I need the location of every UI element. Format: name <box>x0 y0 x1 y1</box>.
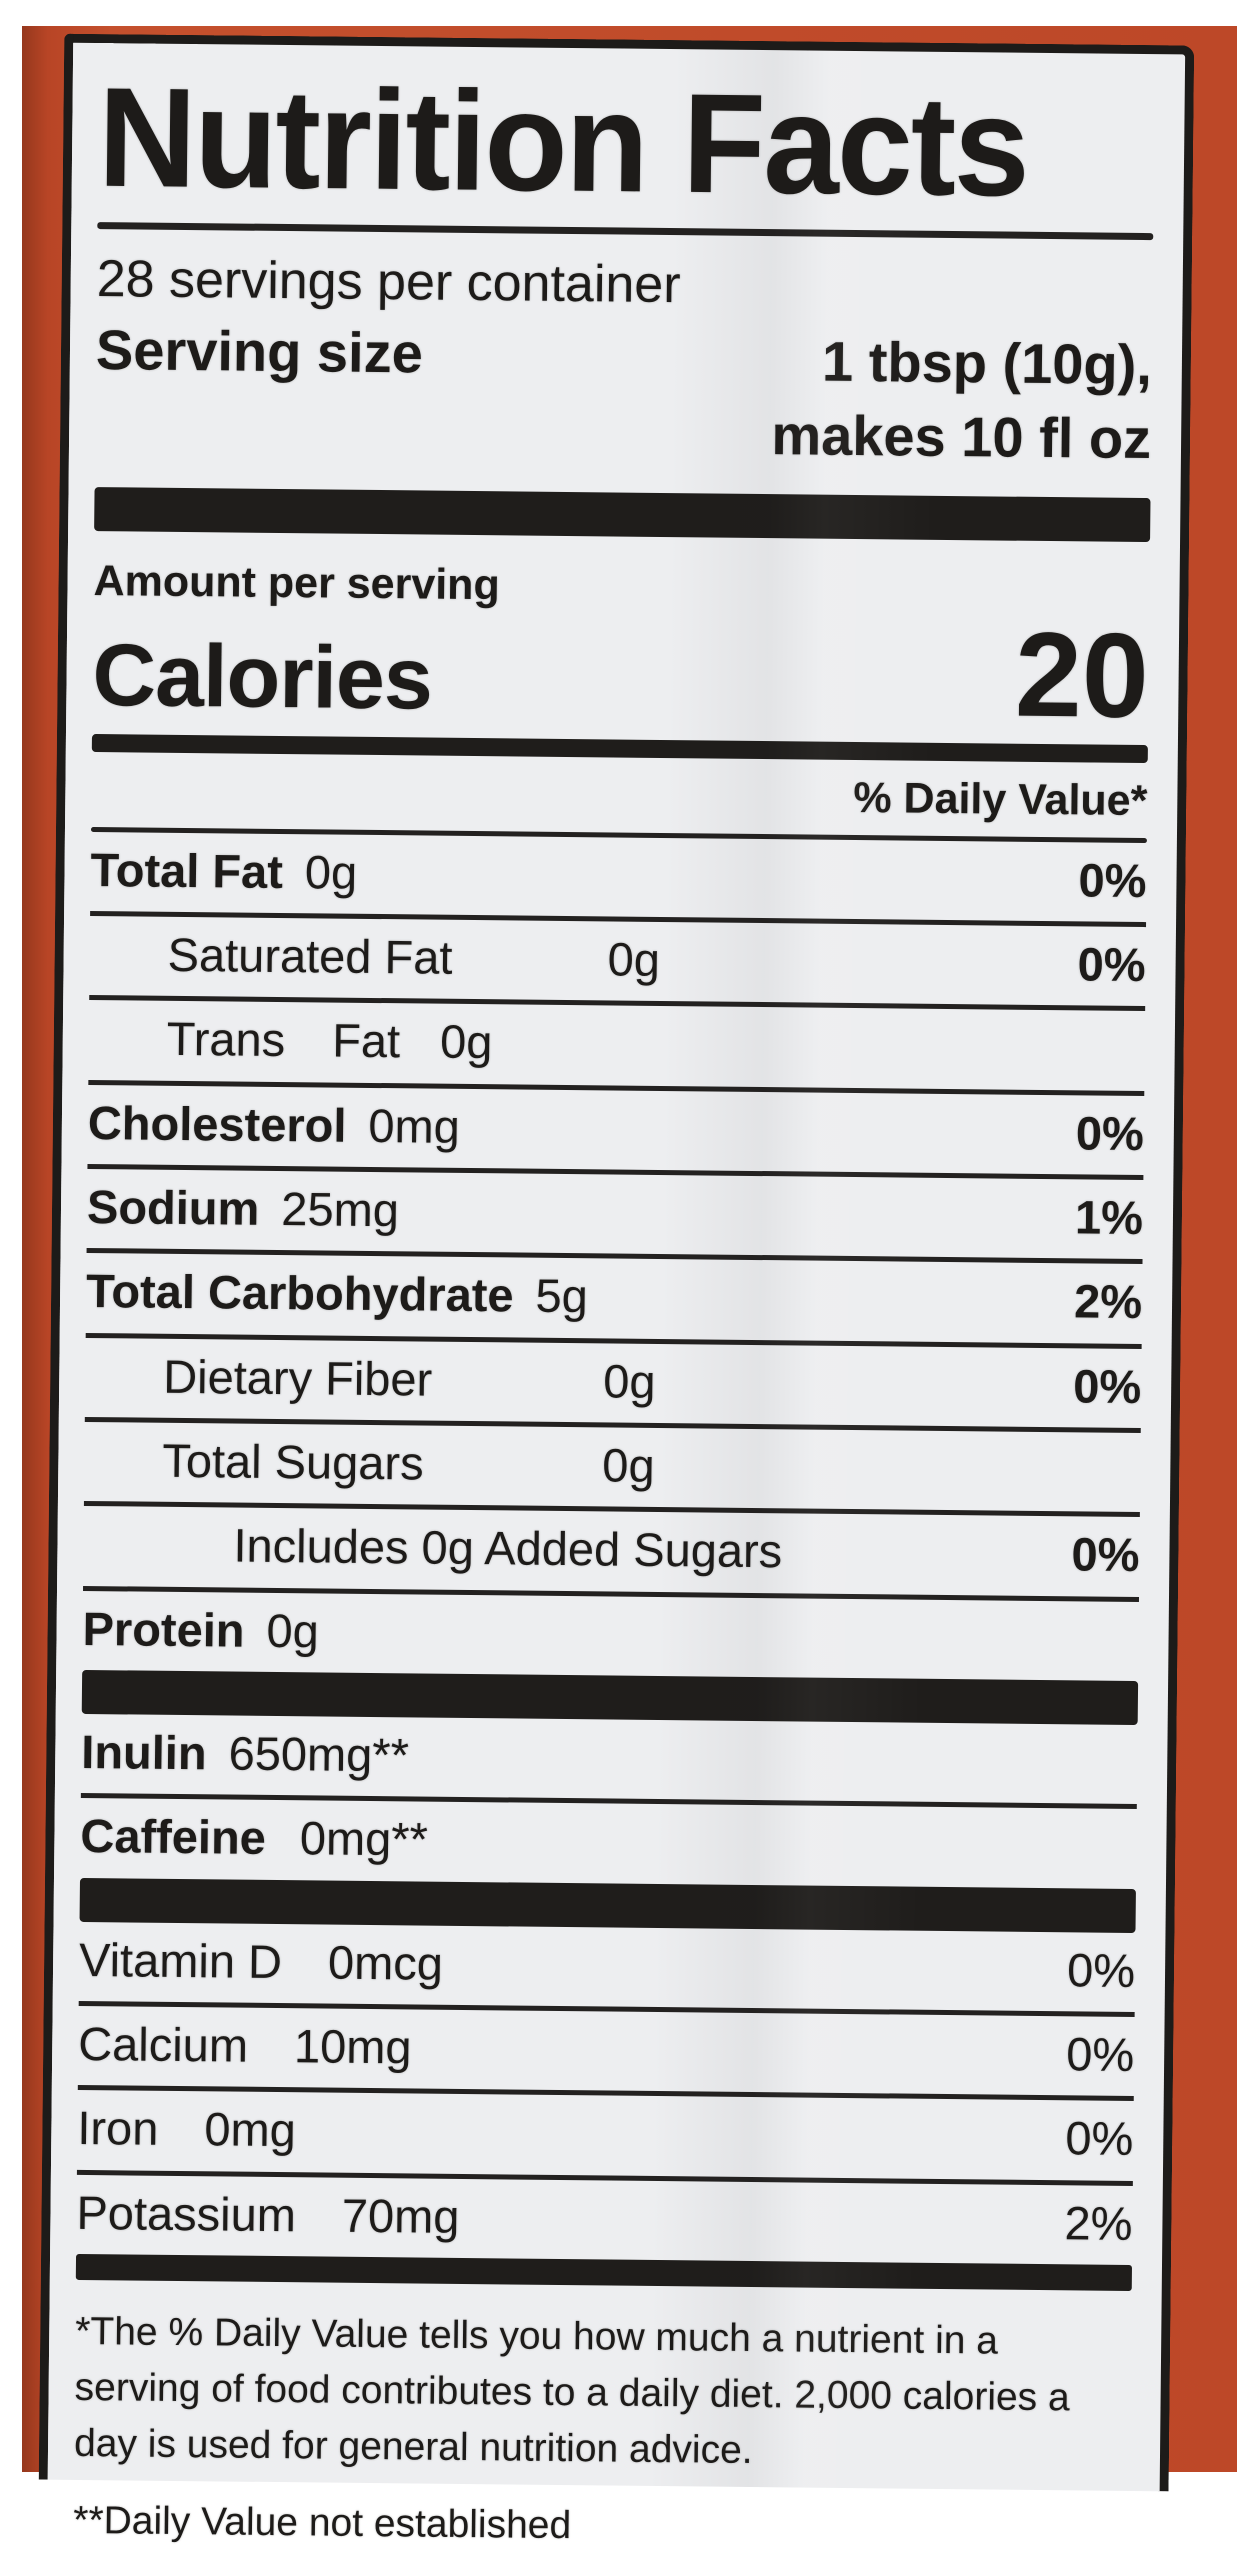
calories-value: 20 <box>1014 607 1150 743</box>
footnote-dv-not-established: **Daily Value not established <box>73 2499 572 2548</box>
nutrient-dv: 0% <box>1077 937 1146 991</box>
serving-size-label: Serving size <box>95 317 424 385</box>
label-title: Nutrition Facts <box>97 57 1029 226</box>
serving-size-row: Serving size 1 tbsp (10g), makes 10 fl o… <box>95 317 1153 476</box>
serving-size-value-line2: makes 10 fl oz <box>771 402 1152 470</box>
row-total-sugars: Total Sugars 0g <box>83 1421 1141 1518</box>
row-saturated-fat: Saturated Fat 0g 0% <box>89 915 1147 1012</box>
nutrient-name: Saturated Fat <box>167 927 453 984</box>
servings-per-container: 28 servings per container <box>96 249 681 314</box>
nutrient-amount: 0g <box>602 1354 656 1408</box>
nutrition-facts-label: Nutrition Facts 28 servings per containe… <box>38 33 1195 2547</box>
row-inulin: Inulin 650mg** <box>80 1713 1138 1810</box>
nutrient-amount: 10mg <box>293 2019 412 2074</box>
serving-size-value: 1 tbsp (10g), makes 10 fl oz <box>771 324 1152 476</box>
nutrient-name: Caffeine <box>80 1809 267 1865</box>
nutrient-name: Iron <box>77 2101 159 2156</box>
nutrient-name: Inulin <box>81 1724 207 1780</box>
row-sodium: Sodium 25mg 1% <box>86 1168 1144 1265</box>
nutrient-name: Includes 0g Added Sugars <box>233 1518 783 1578</box>
row-total-carbohydrate: Total Carbohydrate 5g 2% <box>85 1253 1143 1349</box>
row-trans-fat: Trans Fat 0g <box>88 1000 1146 1096</box>
row-calcium: Calcium 10mg 0% <box>77 2005 1135 2102</box>
nutrient-name: Protein <box>82 1601 245 1657</box>
row-dietary-fiber: Dietary Fiber 0g 0% <box>84 1337 1142 1433</box>
row-protein: Protein 0g <box>82 1591 1139 1681</box>
nutrient-amount: 0g <box>304 844 358 899</box>
row-potassium: Potassium 70mg 2% <box>76 2175 1133 2265</box>
nutrient-name: Cholesterol <box>87 1095 347 1152</box>
nutrient-dv: 2% <box>1073 1274 1143 1329</box>
nutrient-name: Potassium <box>76 2185 297 2241</box>
nutrient-amount: 0mg <box>204 2102 297 2157</box>
daily-value-header: % Daily Value* <box>853 773 1148 825</box>
nutrient-amount: 5g <box>535 1268 589 1323</box>
nutrient-dv: 0% <box>1073 1358 1142 1413</box>
thick-separator-bar <box>94 486 1151 542</box>
row-vitamin-d: Vitamin D 0mcg 0% <box>78 1921 1136 2018</box>
nutrient-amount: 0mcg <box>327 1935 444 1990</box>
nutrient-amount: 0mg <box>368 1098 461 1153</box>
row-iron: Iron 0mg 0% <box>76 2090 1134 2186</box>
serving-size-value-line1: 1 tbsp (10g), <box>821 329 1153 396</box>
nutrient-dv: 0% <box>1066 1942 1136 1997</box>
nutrient-dv: 0% <box>1071 1527 1140 1582</box>
nutrient-name: Calcium <box>77 2016 249 2072</box>
nutrient-name: Sodium <box>86 1179 260 1235</box>
nutrient-name: Total Carbohydrate <box>85 1264 514 1322</box>
nutrient-dv: 0% <box>1078 852 1147 907</box>
nutrient-dv: 0% <box>1065 2111 1134 2166</box>
calories-row: Calories 20 <box>92 607 1150 743</box>
nutrient-name: Total Sugars <box>162 1433 424 1490</box>
row-added-sugars: Includes 0g Added Sugars 0% <box>83 1506 1140 1602</box>
nutrient-amount: 0g <box>439 1014 493 1069</box>
nutrient-amount: 0g <box>602 1438 655 1492</box>
nutrient-amount: 0mg** <box>299 1811 429 1866</box>
nutrient-dv: 2% <box>1064 2195 1133 2250</box>
nutrient-name: Total Fat <box>90 842 284 898</box>
nutrient-amount: 650mg** <box>228 1726 410 1782</box>
nutrient-name: Dietary Fiber <box>162 1349 433 1406</box>
nutrient-dv: 0% <box>1075 1105 1145 1160</box>
nutrient-dv: 1% <box>1074 1190 1144 1244</box>
nutrient-amount: 0g <box>607 932 661 986</box>
nutrient-amount: 0g <box>266 1603 320 1658</box>
nutrient-dv: 0% <box>1066 2027 1135 2082</box>
nutrient-name: Vitamin D <box>78 1932 283 1988</box>
footnote-line: serving of food contributes to a daily d… <box>74 2365 1070 2420</box>
amount-per-serving-label: Amount per serving <box>93 556 500 609</box>
nutrient-amount: 70mg <box>341 2188 460 2243</box>
daily-value-footnote: *The % Daily Value tells you how much a … <box>73 2304 1132 2560</box>
nutrient-amount: 25mg <box>281 1181 400 1237</box>
calories-label: Calories <box>92 625 433 728</box>
row-caffeine: Caffeine 0mg** <box>80 1798 1137 1888</box>
row-cholesterol: Cholesterol 0mg 0% <box>87 1084 1145 1180</box>
footnote-line: day is used for general nutrition advice… <box>73 2421 753 2472</box>
nutrient-name: Trans Fat <box>166 1012 401 1068</box>
row-total-fat: Total Fat 0g 0% <box>90 831 1147 927</box>
